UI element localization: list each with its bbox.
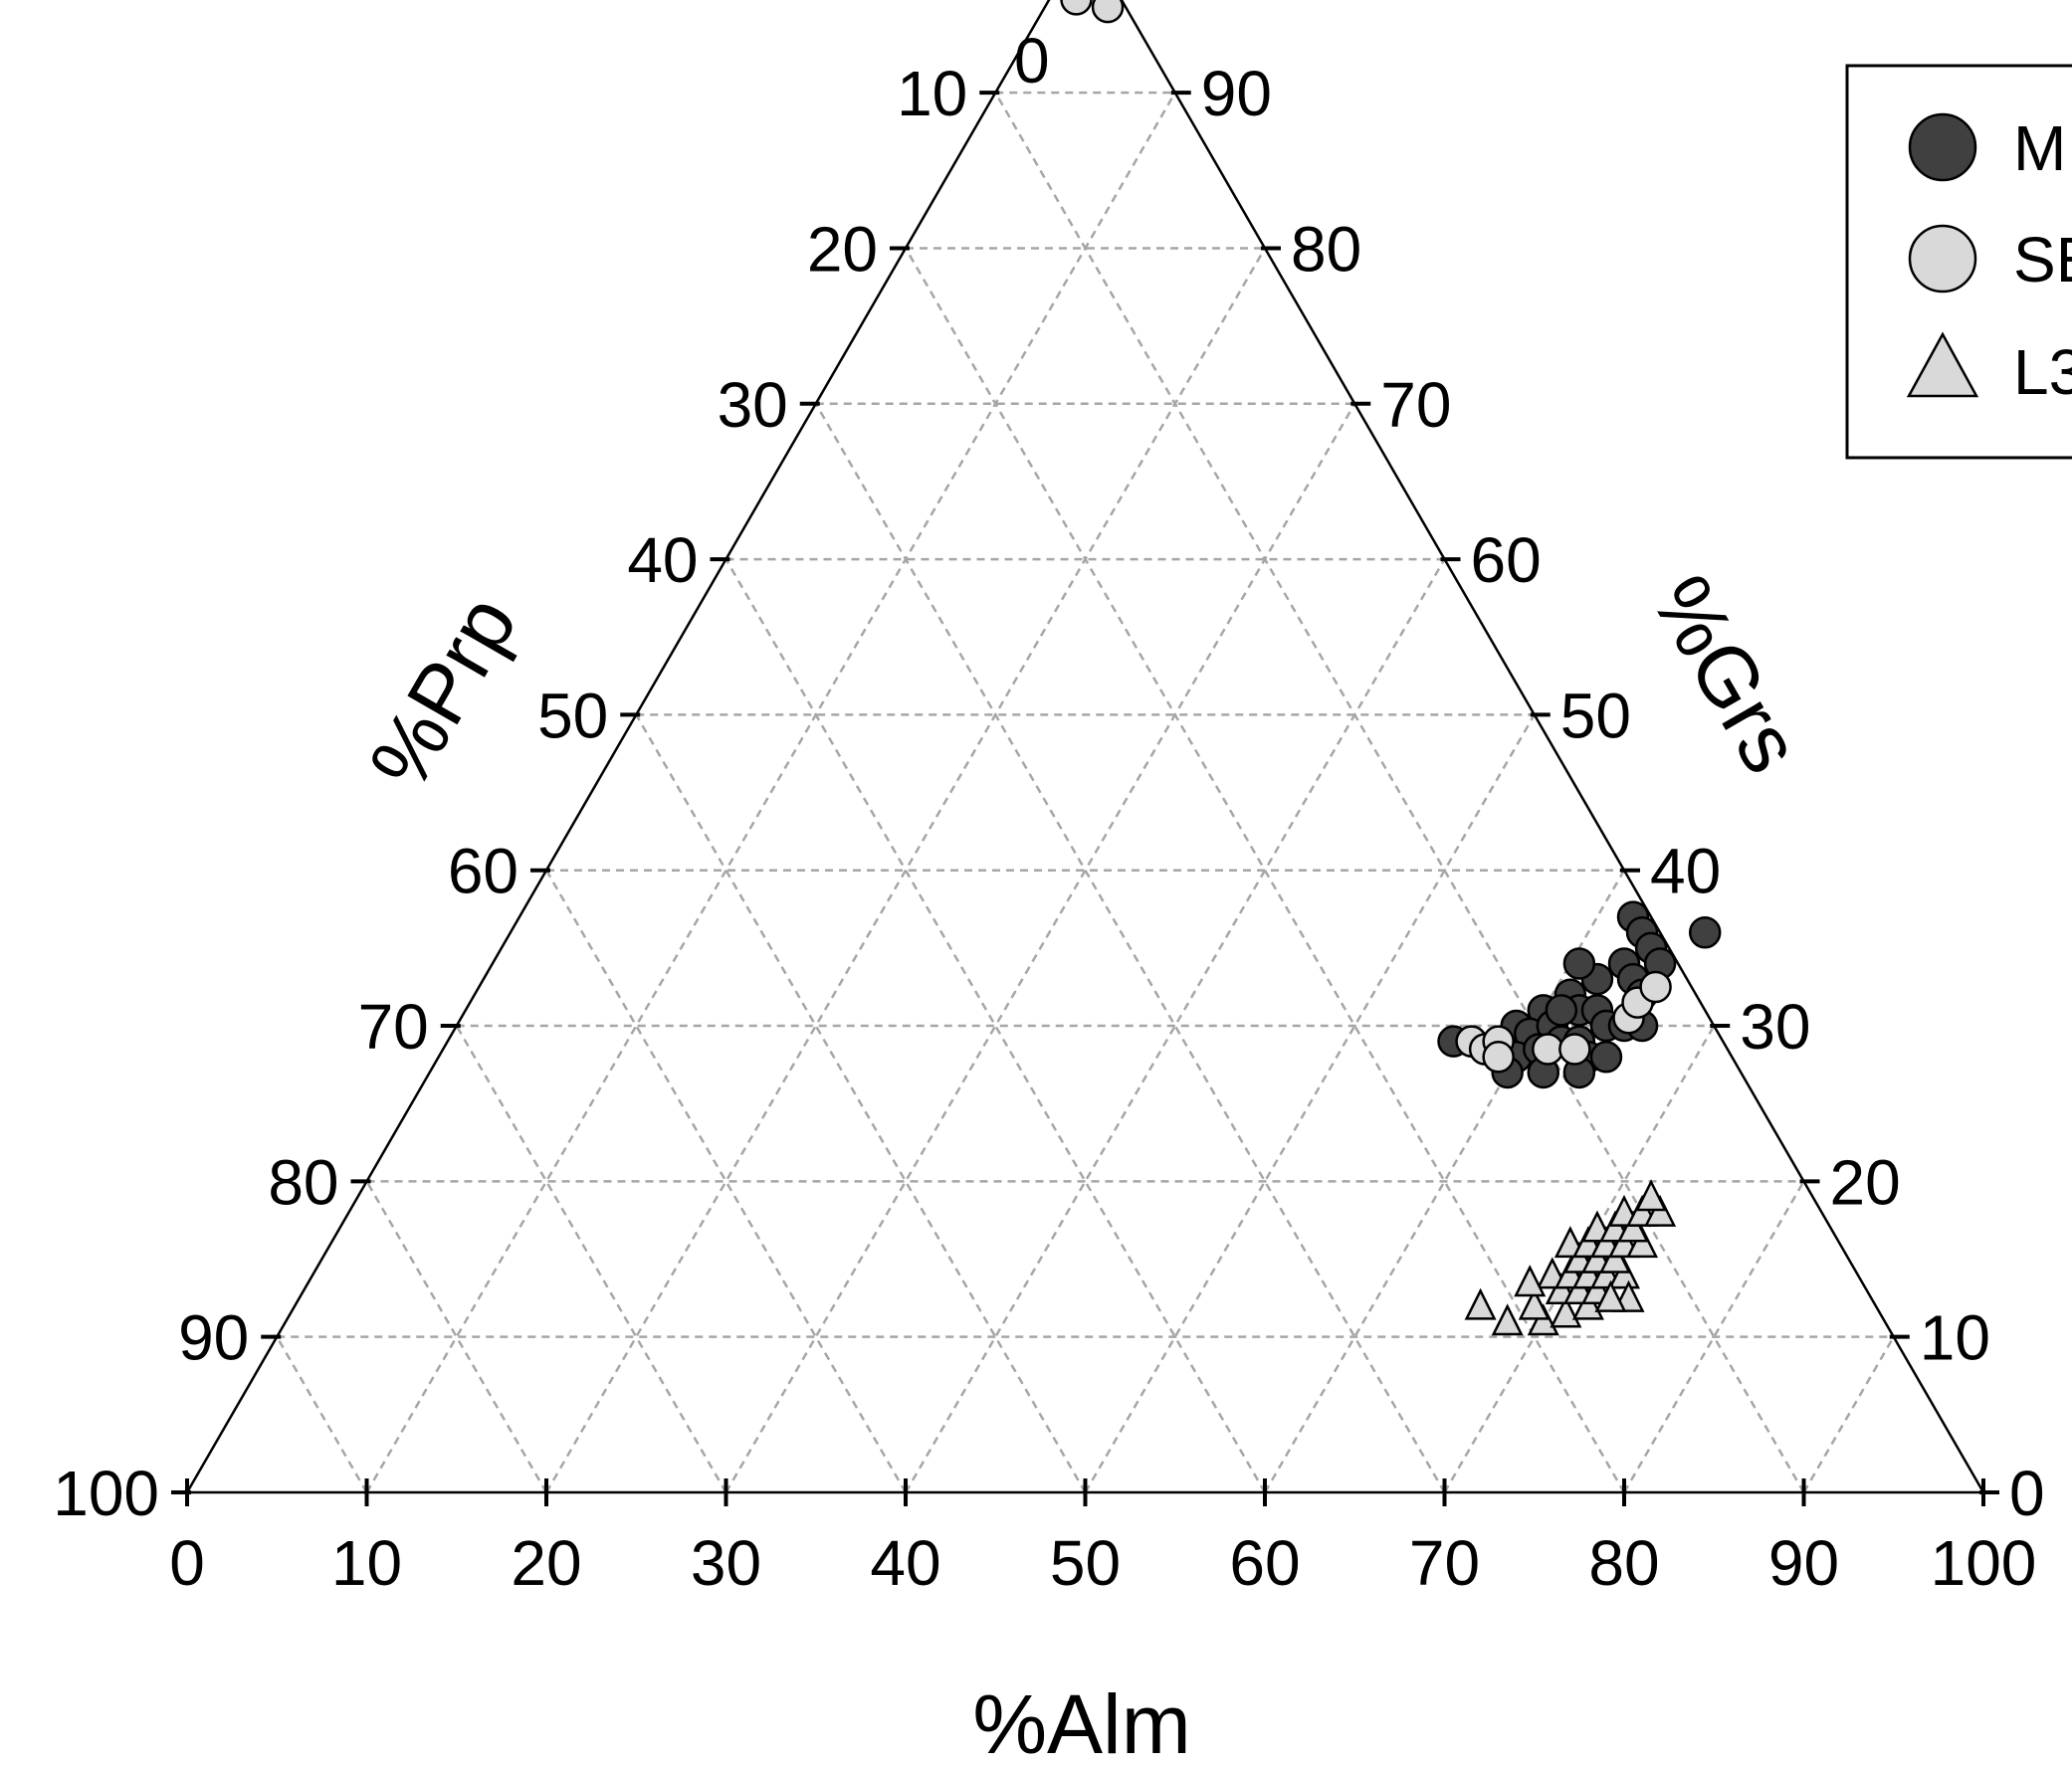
legend-marker-l3 xyxy=(1906,331,1979,398)
bottom-tick-label-60: 60 xyxy=(1229,1527,1300,1599)
left-tick-label-60: 60 xyxy=(448,836,518,907)
right-tick-label-40: 40 xyxy=(1650,836,1721,907)
bottom-tick-label-40: 40 xyxy=(870,1527,940,1599)
right-tick-label-50: 50 xyxy=(1560,680,1631,751)
bottom-axis-title: %Alm xyxy=(972,1677,1190,1767)
left-tick-label-20: 20 xyxy=(807,213,878,285)
right-tick-label-60: 60 xyxy=(1471,524,1542,596)
axis-ticks: 0 10 20 30 40 50 60 70 80 90 100010203040506070809… xyxy=(53,25,2045,1599)
grid-line-alm-10 xyxy=(365,92,1176,1493)
left-tick-label-50: 50 xyxy=(537,680,608,751)
right-tick-label-0: 0 xyxy=(2009,1458,2045,1529)
point-L3-28 xyxy=(1635,1179,1668,1212)
left-tick-label-40: 40 xyxy=(627,524,698,596)
grid-line-alm-50 xyxy=(1084,713,1536,1493)
grid-line-prp-70 xyxy=(455,1025,727,1493)
grid-line-prp-30 xyxy=(814,403,1446,1493)
point-L3-27 xyxy=(1644,1194,1677,1227)
point-L3-13 xyxy=(1607,1257,1641,1289)
series-SE xyxy=(1060,0,1672,1074)
bottom-tick-label-10: 10 xyxy=(331,1527,402,1599)
point-L3-21 xyxy=(1626,1226,1659,1259)
point-L3-0 xyxy=(1464,1287,1497,1320)
grid-line-prp-60 xyxy=(544,870,908,1493)
grid-line-prp-40 xyxy=(725,558,1267,1493)
grid-line-prp-80 xyxy=(365,1180,548,1493)
point-M-32 xyxy=(1562,947,1596,980)
bottom-tick-label-70: 70 xyxy=(1409,1527,1480,1599)
right-tick-label-80: 80 xyxy=(1291,213,1361,285)
point-SE-12 xyxy=(1558,1033,1591,1066)
grid-line-prp-10 xyxy=(994,92,1805,1493)
legend-marker-se xyxy=(1908,224,1977,294)
left-axis-title: %Prp xyxy=(351,580,534,804)
series-L3 xyxy=(1464,1179,1677,1336)
right-axis-title: %Grs xyxy=(1634,560,1819,788)
point-SE-15 xyxy=(1639,970,1672,1004)
left-tick-label-30: 30 xyxy=(718,369,788,441)
grid-line-prp-90 xyxy=(276,1336,368,1493)
right-tick-label-30: 30 xyxy=(1740,991,1810,1063)
left-tick-label-90: 90 xyxy=(178,1302,249,1374)
bottom-tick-label-80: 80 xyxy=(1588,1527,1659,1599)
legend-marker-m xyxy=(1908,112,1977,182)
left-tick-label-100: 100 xyxy=(53,1458,159,1529)
grid-line-alm-20 xyxy=(544,247,1267,1493)
point-L3-31 xyxy=(1514,1265,1547,1297)
point-SE-11 xyxy=(1532,1033,1564,1066)
right-tick-label-20: 20 xyxy=(1830,1146,1901,1218)
right-tick-label-90: 90 xyxy=(1201,58,1272,129)
point-M-3 xyxy=(1688,916,1722,949)
left-tick-label-0: 0 xyxy=(1014,25,1050,97)
legend-label-m: M xyxy=(2013,112,2066,184)
legend: M SE L3 xyxy=(1845,64,2072,460)
point-M-31 xyxy=(1545,994,1578,1027)
grid-lines xyxy=(276,91,1895,1493)
grid-line-alm-30 xyxy=(725,403,1356,1493)
point-SE-10 xyxy=(1482,1041,1515,1074)
left-tick-label-10: 10 xyxy=(897,58,967,129)
bottom-tick-label-20: 20 xyxy=(511,1527,581,1599)
grid-line-prp-20 xyxy=(904,247,1626,1493)
point-L3-1 xyxy=(1491,1303,1524,1336)
left-tick-label-80: 80 xyxy=(268,1146,338,1218)
point-L3-24 xyxy=(1617,1210,1650,1243)
bottom-tick-label-0: 0 xyxy=(169,1527,205,1599)
bottom-tick-label-100: 100 xyxy=(1931,1527,2037,1599)
right-tick-label-70: 70 xyxy=(1380,369,1451,441)
point-L3-16 xyxy=(1598,1241,1631,1274)
point-L3-30 xyxy=(1594,1279,1627,1312)
bottom-tick-label-90: 90 xyxy=(1768,1527,1839,1599)
right-tick-label-10: 10 xyxy=(1920,1302,1990,1374)
data-points xyxy=(1060,0,1722,1336)
bottom-tick-label-30: 30 xyxy=(691,1527,761,1599)
point-L3-5 xyxy=(1518,1287,1551,1320)
bottom-tick-label-50: 50 xyxy=(1050,1527,1121,1599)
point-M-27 xyxy=(1589,1041,1623,1074)
legend-label-se: SE xyxy=(2013,224,2072,295)
grid-line-alm-80 xyxy=(1622,1180,1805,1493)
grid-line-prp-50 xyxy=(635,713,1087,1493)
grid-line-alm-90 xyxy=(1802,1336,1895,1493)
point-SE-5 xyxy=(1060,0,1093,16)
point-SE-6 xyxy=(1091,0,1125,24)
legend-label-l3: L3 xyxy=(2013,336,2072,408)
left-tick-label-70: 70 xyxy=(358,991,429,1063)
